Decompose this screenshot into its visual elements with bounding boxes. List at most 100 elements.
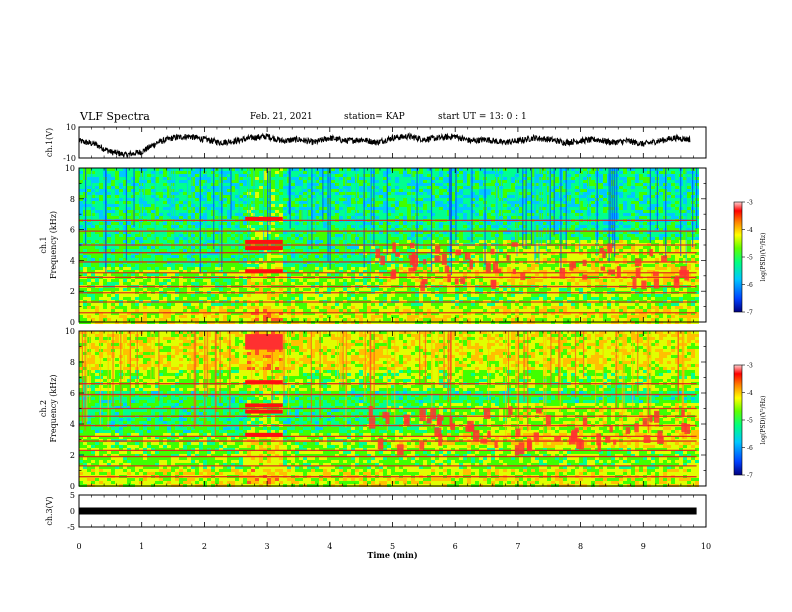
spectrogram-cell xyxy=(227,297,231,300)
spectrogram-cell xyxy=(123,168,127,171)
spectrogram-cell xyxy=(327,234,331,237)
spectrogram-cell xyxy=(251,207,255,210)
spectrogram-cell xyxy=(227,183,231,186)
spectrogram-cell xyxy=(227,306,231,309)
spectrogram-cell xyxy=(335,216,339,219)
spectrogram-cell xyxy=(207,180,211,183)
spectrogram-cell xyxy=(331,198,335,201)
spectrogram-cell xyxy=(259,252,263,255)
spectrogram-cell xyxy=(375,183,379,186)
spectrogram-cell xyxy=(431,168,435,171)
spectrogram-cell xyxy=(155,288,159,291)
spectrogram-cell xyxy=(343,282,347,285)
spectrogram-cell xyxy=(259,222,263,225)
spectrogram-cell xyxy=(119,249,123,252)
spectrogram-cell xyxy=(187,186,191,189)
spectrogram-cell xyxy=(391,228,395,231)
spectrogram-cell xyxy=(183,210,187,213)
spectrogram-cell xyxy=(267,207,271,210)
spectrogram-cell xyxy=(379,180,383,183)
spectrogram-cell xyxy=(123,186,127,189)
spectrogram-cell xyxy=(403,189,407,192)
spectrogram-cell xyxy=(267,213,271,216)
spectrogram-cell xyxy=(147,240,151,243)
spectrogram-cell xyxy=(411,234,415,237)
spectrogram-cell xyxy=(187,210,191,213)
spectrogram-cell xyxy=(223,315,227,318)
spectrogram-cell xyxy=(171,195,175,198)
spectrogram-cell xyxy=(387,201,391,204)
spectrogram-cell xyxy=(235,180,239,183)
spectrogram-cell xyxy=(135,228,139,231)
spectrogram-cell xyxy=(219,249,223,252)
spectrogram-cell xyxy=(399,177,403,180)
spectrogram-cell xyxy=(243,267,247,270)
spectrogram-cell xyxy=(419,306,423,309)
spectrogram-cell xyxy=(191,249,195,252)
spectrogram-cell xyxy=(299,315,303,318)
spectrogram-cell xyxy=(123,258,127,261)
spectrogram-cell xyxy=(239,294,243,297)
spectrogram-cell xyxy=(331,228,335,231)
spectrogram-cell xyxy=(307,189,311,192)
spectrogram-cell xyxy=(115,234,119,237)
spectrogram-cell xyxy=(191,228,195,231)
spectrogram-cell xyxy=(259,315,263,318)
spectrogram-cell xyxy=(135,234,139,237)
spectrogram-cell xyxy=(287,282,291,285)
spectrogram-cell xyxy=(135,306,139,309)
spectrogram-cell xyxy=(391,231,395,234)
spectrogram-cell xyxy=(203,198,207,201)
spectrogram-cell xyxy=(307,306,311,309)
spectrogram-cell xyxy=(323,288,327,291)
spectrogram-cell xyxy=(327,318,331,321)
spectrogram-cell xyxy=(367,189,371,192)
spectrogram-cell xyxy=(339,198,343,201)
spectrogram-cell xyxy=(107,222,111,225)
spectrogram-cell xyxy=(215,279,219,282)
spectrogram-cell xyxy=(359,246,363,249)
spectrogram-cell xyxy=(319,189,323,192)
spectrogram-cell xyxy=(183,273,187,276)
spectrogram-cell xyxy=(83,267,87,270)
spectrogram-cell xyxy=(343,267,347,270)
spectrogram-cell xyxy=(171,225,175,228)
spectrogram-cell xyxy=(191,180,195,183)
spectrogram-cell xyxy=(199,168,203,171)
spectrogram-cell xyxy=(147,234,151,237)
spectrogram-cell xyxy=(107,195,111,198)
spectrogram-cell xyxy=(379,270,383,273)
spectrogram-cell xyxy=(239,213,243,216)
spectrogram-cell xyxy=(275,288,279,291)
spectrogram-cell xyxy=(195,255,199,258)
spectrogram-cell xyxy=(419,192,423,195)
spectrogram-cell xyxy=(175,303,179,306)
spectrogram-cell xyxy=(155,168,159,171)
spectrogram-cell xyxy=(79,234,83,237)
spectrogram-cell xyxy=(139,264,143,267)
spectrogram-cell xyxy=(419,198,423,201)
spectrogram-cell xyxy=(319,168,323,171)
spectrogram-cell xyxy=(371,249,375,252)
spectrogram-cell xyxy=(179,195,183,198)
spectrogram-cell xyxy=(359,174,363,177)
spectrogram-cell xyxy=(355,294,359,297)
spectrogram-cell xyxy=(87,282,91,285)
spectrogram-cell xyxy=(179,180,183,183)
spectrogram-cell xyxy=(187,249,191,252)
spectrogram-cell xyxy=(199,192,203,195)
spectrogram-cell xyxy=(427,252,431,255)
spectrogram-cell xyxy=(163,246,167,249)
spectrogram-cell xyxy=(111,198,115,201)
spectrogram-cell xyxy=(295,177,299,180)
spectrogram-cell xyxy=(175,189,179,192)
spectrogram-cell xyxy=(283,255,287,258)
spectrogram-cell xyxy=(407,231,411,234)
spectrogram-cell xyxy=(403,198,407,201)
spectrogram-cell xyxy=(347,249,351,252)
spectrogram-cell xyxy=(343,240,347,243)
spectrogram-cell xyxy=(363,309,367,312)
spectrogram-cell xyxy=(363,237,367,240)
spectrogram-cell xyxy=(131,198,135,201)
spectrogram-cell xyxy=(95,189,99,192)
